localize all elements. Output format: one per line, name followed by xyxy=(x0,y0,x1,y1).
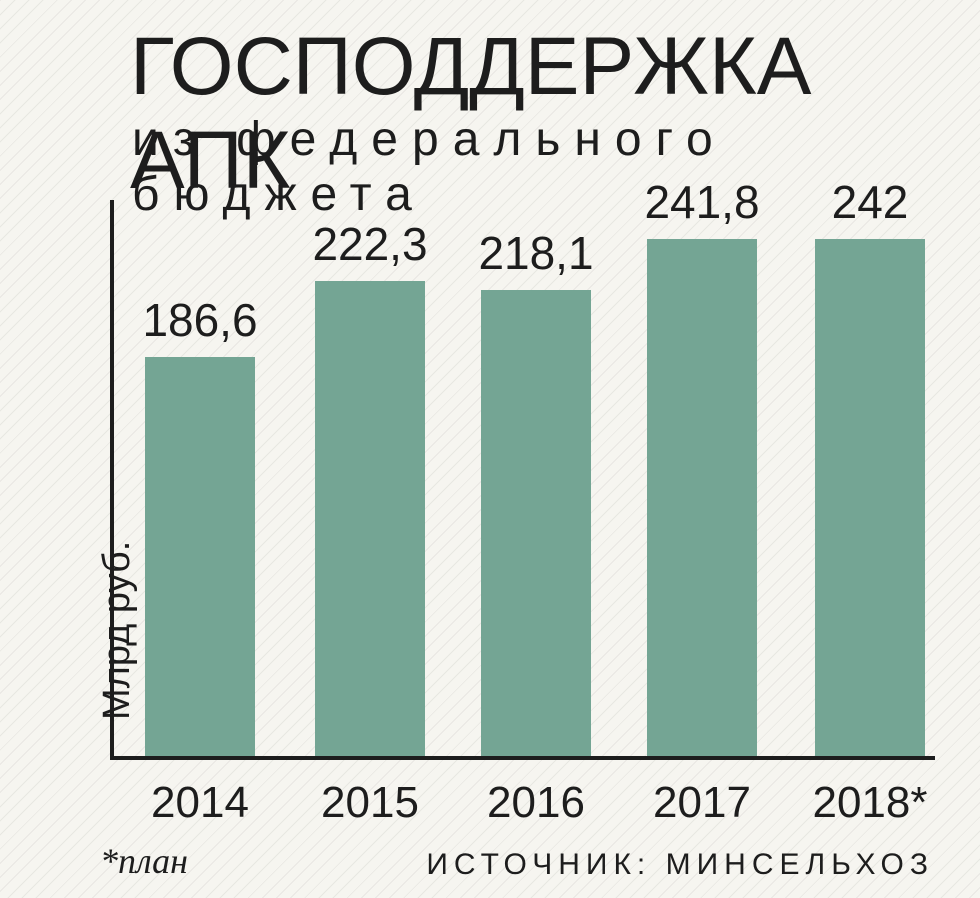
footnote: *план xyxy=(100,840,188,882)
plot-area: 186,6222,3218,1241,8242 xyxy=(110,200,935,760)
bar-value-label: 241,8 xyxy=(644,175,759,229)
y-axis-label: Млрд руб. xyxy=(96,541,139,720)
source-name: МИНСЕЛЬХОЗ xyxy=(666,848,934,881)
chart-container: ГОСПОДДЕРЖКА АПК из федерального бюджета… xyxy=(0,0,980,898)
bar xyxy=(145,357,255,756)
x-axis-label: 2015 xyxy=(321,778,419,828)
bar-value-label: 222,3 xyxy=(312,217,427,271)
x-axis-label: 2016 xyxy=(487,778,585,828)
x-axis-label: 2017 xyxy=(653,778,751,828)
bar xyxy=(815,239,925,757)
bar-value-label: 186,6 xyxy=(142,293,257,347)
source-prefix: ИСТОЧНИК: xyxy=(426,848,651,881)
bar-value-label: 218,1 xyxy=(478,226,593,280)
bars-group: 186,6222,3218,1241,8242 xyxy=(110,200,935,760)
x-axis-label: 2014 xyxy=(151,778,249,828)
bar xyxy=(315,281,425,756)
bar xyxy=(481,290,591,756)
x-axis-label: 2018* xyxy=(812,778,927,828)
source-line: ИСТОЧНИК: МИНСЕЛЬХОЗ xyxy=(426,848,934,882)
bar-value-label: 242 xyxy=(832,175,909,229)
bar xyxy=(647,239,757,756)
